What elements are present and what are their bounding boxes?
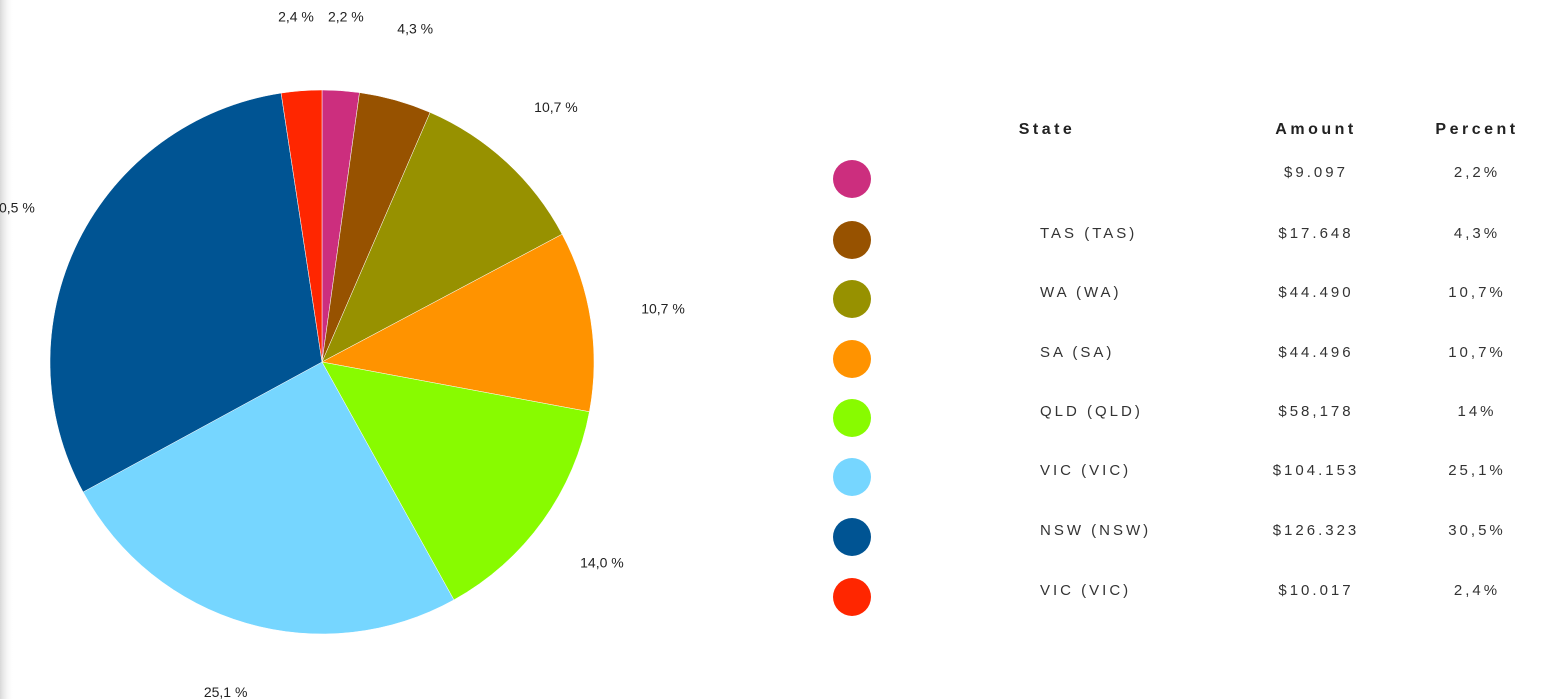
percent-cell: 10,7% [1448, 344, 1506, 361]
state-cell: TAS (TAS) [1040, 225, 1137, 242]
slice-label: 25,1 % [204, 684, 248, 699]
slice-label: 4,3 % [397, 21, 433, 37]
percent-cell: 30,5% [1448, 522, 1506, 539]
pie-slice [49, 92, 323, 493]
edge-shadow [0, 0, 14, 699]
column-header: Amount [1275, 121, 1356, 138]
amount-cell: $44.490 [1278, 284, 1353, 301]
legend-swatch [833, 399, 871, 437]
amount-cell: $104.153 [1273, 462, 1360, 479]
table: State Amount Percent $9.097 2,2% TAS (TAS) $17… [833, 121, 1518, 616]
slice-label: 2,2 % [328, 9, 364, 25]
pie: 2,2 % 4,3 % 10,7 % 10,7 % 14,0 % 25,1 % 30,5 %… [0, 9, 685, 699]
state-cell: VIC (VIC) [1040, 582, 1131, 599]
legend-swatch [833, 340, 871, 378]
pie-slice [280, 89, 323, 363]
state-cell: SA (SA) [1040, 344, 1114, 361]
legend-swatch [833, 160, 871, 198]
percent-cell: 4,3% [1454, 225, 1500, 242]
amount-cell: $17.648 [1278, 225, 1353, 242]
percent-cell: 2,2% [1454, 164, 1500, 181]
legend-swatch [833, 578, 871, 616]
legend-swatch [833, 221, 871, 259]
slice-label: 10,7 % [534, 99, 578, 115]
slice-label: 14,0 % [580, 554, 624, 570]
percent-cell: 14% [1457, 403, 1496, 420]
legend-swatch [833, 280, 871, 318]
pie-slice [321, 233, 595, 413]
legend-swatch [833, 518, 871, 556]
slice-label: 30,5 % [0, 199, 35, 215]
pie-slice [82, 361, 455, 635]
state-cell: WA (WA) [1040, 284, 1122, 301]
amount-cell: $126.323 [1273, 522, 1360, 539]
state-cell: VIC (VIC) [1040, 462, 1131, 479]
percent-cell: 10,7% [1448, 284, 1506, 301]
percent-cell: 2,4% [1454, 582, 1500, 599]
slice-label: 10,7 % [641, 300, 685, 316]
column-header: Percent [1435, 121, 1518, 138]
slice-label: 2,4 % [278, 9, 314, 25]
state-cell: QLD (QLD) [1040, 403, 1143, 420]
legend-swatch [833, 458, 871, 496]
amount-cell: $58,178 [1278, 403, 1353, 420]
pie-slice [321, 361, 590, 601]
column-header: State [1019, 121, 1076, 138]
amount-cell: $9.097 [1284, 164, 1348, 181]
amount-cell: $10.017 [1278, 582, 1353, 599]
state-cell: NSW (NSW) [1040, 522, 1151, 539]
pie-slice [321, 112, 563, 363]
amount-cell: $44.496 [1278, 344, 1353, 361]
percent-cell: 25,1% [1448, 462, 1506, 479]
